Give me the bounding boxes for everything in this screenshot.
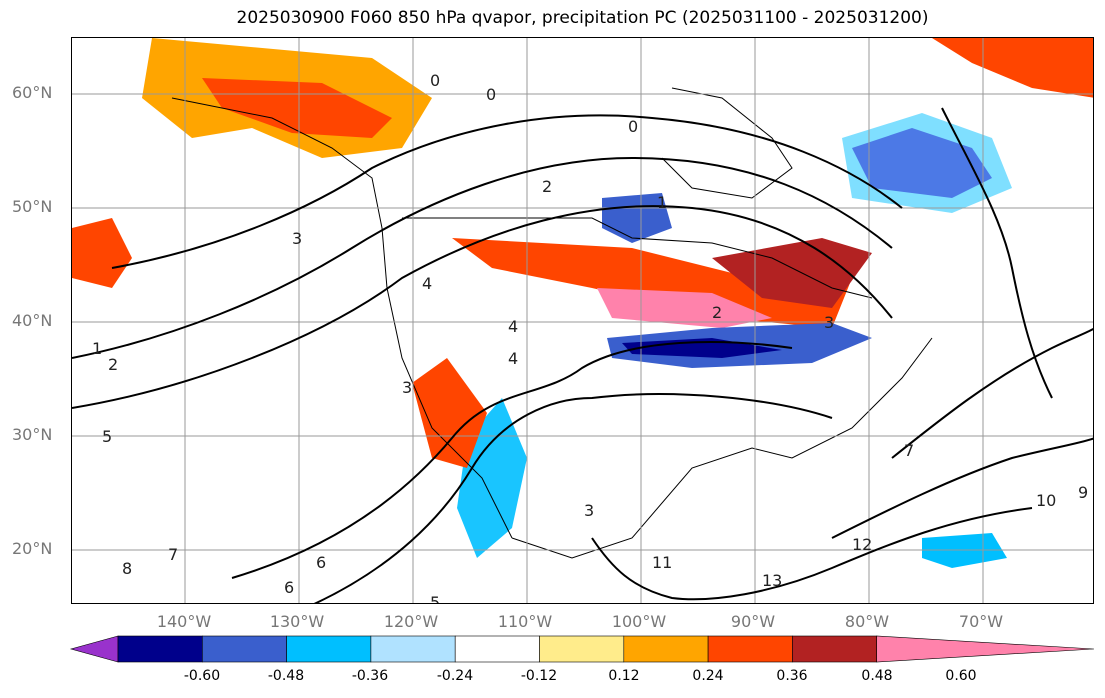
contour-label: 4: [508, 349, 518, 368]
colorbar-tick-label: -0.60: [183, 668, 221, 684]
shaded-fields: [72, 38, 1093, 568]
contour-label: 1: [92, 339, 102, 358]
colorbar-tick-label: 0.24: [692, 668, 724, 684]
colorbar-segment: [792, 635, 878, 663]
colorbar-segment: [69, 635, 119, 663]
field-southwest-orange: [412, 358, 487, 468]
colorbar-segment: [117, 635, 203, 663]
longitude-label: 140°W: [156, 612, 212, 631]
colorbar-tick-label: -0.12: [520, 668, 558, 684]
coastline-hudson: [661, 87, 793, 199]
contour-label: 7: [904, 441, 914, 460]
colorbar-segment: [539, 635, 625, 663]
contour-label: 3: [292, 229, 302, 248]
contour-label-group: 0 0 0 1 2 2 3 3 3 4 4 4 5 6 7 8 2 1 6 5 …: [92, 71, 1088, 604]
latitude-label: 40°N: [12, 311, 53, 330]
contour-label: 8: [122, 559, 132, 578]
contour-line: [941, 107, 1053, 399]
colorbar-tick-label: -0.24: [436, 668, 474, 684]
contour-line: [891, 327, 1093, 459]
longitude-label: 120°W: [383, 612, 439, 631]
contour-label: 6: [284, 578, 294, 597]
contour-label: 13: [762, 571, 782, 590]
longitude-label: 80°W: [844, 612, 890, 631]
colorbar-segments: [69, 635, 1095, 663]
contour-label: 12: [852, 535, 872, 554]
contour-line: [313, 393, 833, 603]
contour-label: 7: [168, 545, 178, 564]
contour-line: [591, 507, 1033, 601]
map-canvas: 0 0 0 1 2 2 3 3 3 4 4 4 5 6 7 8 2 1 6 5 …: [72, 38, 1093, 604]
colorbar: [69, 635, 1095, 663]
field-pacific-orange: [72, 218, 132, 288]
contour-label: 5: [430, 593, 440, 604]
contour-label: 0: [486, 85, 496, 104]
contour-line: [231, 341, 793, 579]
field-alaska-red: [202, 78, 392, 138]
contour-line: [831, 437, 1093, 539]
contour-label: 3: [584, 501, 594, 520]
latitude-label: 60°N: [12, 83, 53, 102]
longitude-label: 110°W: [497, 612, 553, 631]
graticule: [72, 38, 1093, 603]
contour-line: [111, 114, 903, 269]
colorbar-segment: [454, 635, 540, 663]
contour-label: 9: [1078, 483, 1088, 502]
contour-label: 2: [712, 303, 722, 322]
colorbar-segment: [876, 635, 1095, 663]
colorbar-tick-label: 0.36: [776, 668, 808, 684]
latitude-label: 30°N: [12, 425, 53, 444]
colorbar-tick-label: 0.48: [861, 668, 893, 684]
latitude-label: 20°N: [12, 539, 53, 558]
longitude-label: 90°W: [730, 612, 776, 631]
contour-label: 0: [430, 71, 440, 90]
contour-line: [72, 205, 893, 409]
field-midwest-orange: [452, 238, 852, 328]
colorbar-tick-label: -0.48: [267, 668, 305, 684]
longitude-label: 130°W: [269, 612, 325, 631]
border-us-canada: [402, 217, 873, 299]
contour-line: [72, 156, 893, 359]
contour-label: 6: [316, 553, 326, 572]
contour-label: 10: [1036, 491, 1056, 510]
map-title: 2025030900 F060 850 hPa qvapor, precipit…: [236, 8, 929, 28]
longitude-label: 100°W: [611, 612, 667, 631]
contour-label: 4: [508, 317, 518, 336]
field-midwest-maroon: [712, 238, 872, 308]
contour-label: 1: [657, 193, 667, 212]
contour-label: 11: [652, 553, 672, 572]
latitude-label: 50°N: [12, 197, 53, 216]
colorbar-segment: [370, 635, 456, 663]
colorbar-segment: [623, 635, 709, 663]
coastlines: [171, 87, 933, 559]
contour-label: 5: [102, 427, 112, 446]
contour-label: 2: [108, 355, 118, 374]
map-panel[interactable]: 0 0 0 1 2 2 3 3 3 4 4 4 5 6 7 8 2 1 6 5 …: [71, 37, 1094, 604]
colorbar-tick-label: 0.12: [608, 668, 640, 684]
contour-label: 2: [542, 177, 552, 196]
coastline-gulf: [511, 337, 933, 559]
colorbar-tick-label: 0.60: [945, 668, 977, 684]
qvapor-contours: [72, 107, 1093, 603]
contour-label: 0: [628, 117, 638, 136]
field-quebec-blue: [842, 113, 1012, 213]
colorbar-segment: [707, 635, 793, 663]
field-east-navy: [622, 338, 782, 358]
longitude-label: 70°W: [958, 612, 1004, 631]
contour-label: 4: [422, 274, 432, 293]
colorbar-segment: [202, 635, 287, 663]
field-atlantic-orange: [932, 38, 1093, 98]
colorbar-tick-label: -0.36: [351, 668, 389, 684]
colorbar-segment: [286, 635, 372, 663]
contour-label: 3: [824, 313, 834, 332]
contour-label: 3: [402, 378, 412, 397]
coastline-west: [171, 97, 513, 539]
